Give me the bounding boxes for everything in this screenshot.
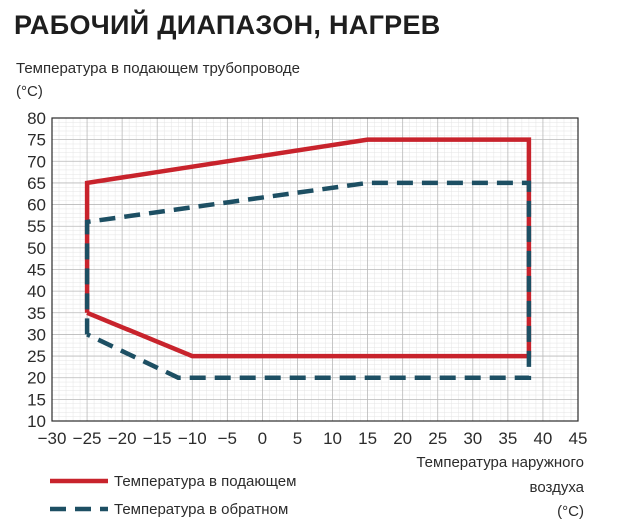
y-tick-label: 20 <box>27 369 46 388</box>
y-tick-label: 60 <box>27 196 46 215</box>
series-layer <box>84 137 532 380</box>
x-axis-title-line1: Температура наружного <box>416 454 584 471</box>
axis-layer: −30 −25 −20 −15 −10 −5 0 5 10 15 20 25 30 35 40 45 10 15 2… <box>27 109 587 448</box>
y-tick-label: 40 <box>27 282 46 301</box>
series-line-0 <box>84 137 532 359</box>
y-tick-label: 15 <box>27 390 46 409</box>
x-tick-label: 30 <box>463 429 482 448</box>
x-tick-label: −15 <box>143 429 172 448</box>
legend: Температура в подающем Температура в обр… <box>50 473 296 518</box>
x-tick-label: 0 <box>258 429 267 448</box>
x-tick-label: 45 <box>569 429 588 448</box>
x-tick-label: 35 <box>498 429 517 448</box>
series-line-1 <box>84 180 532 380</box>
x-tick-label: 10 <box>323 429 342 448</box>
y-tick-label: 55 <box>27 217 46 236</box>
y-tick-label: 50 <box>27 239 46 258</box>
x-tick-label: 40 <box>533 429 552 448</box>
y-tick-label: 45 <box>27 261 46 280</box>
y-tick-label: 75 <box>27 131 46 150</box>
y-axis-title-line1: Температура в подающем трубопроводе <box>16 60 300 77</box>
plot-frame <box>51 117 579 422</box>
x-tick-label: −5 <box>218 429 237 448</box>
x-tick-label: 20 <box>393 429 412 448</box>
legend-label-supply: Температура в подающем <box>114 473 296 490</box>
x-axis-title-line2: воздуха <box>530 479 585 496</box>
y-tick-label: 70 <box>27 152 46 171</box>
x-tick-label: −20 <box>108 429 137 448</box>
y-tick-label: 80 <box>27 109 46 128</box>
x-tick-label: −10 <box>178 429 207 448</box>
y-tick-label: 65 <box>27 174 46 193</box>
x-tick-label: 15 <box>358 429 377 448</box>
x-tick-label: 25 <box>428 429 447 448</box>
chart-title: РАБОЧИЙ ДИАПАЗОН, НАГРЕВ <box>14 10 441 40</box>
legend-label-return: Температура в обратном <box>114 501 288 518</box>
x-axis-title-line3: (°C) <box>557 503 584 520</box>
x-tick-label: −30 <box>38 429 67 448</box>
y-tick-label: 35 <box>27 304 46 323</box>
x-tick-label: 5 <box>293 429 302 448</box>
y-tick-label: 10 <box>27 412 46 431</box>
y-tick-label: 30 <box>27 325 46 344</box>
y-tick-label: 25 <box>27 347 46 366</box>
y-axis-title-line2: (°C) <box>16 83 43 100</box>
x-tick-label: −25 <box>73 429 102 448</box>
